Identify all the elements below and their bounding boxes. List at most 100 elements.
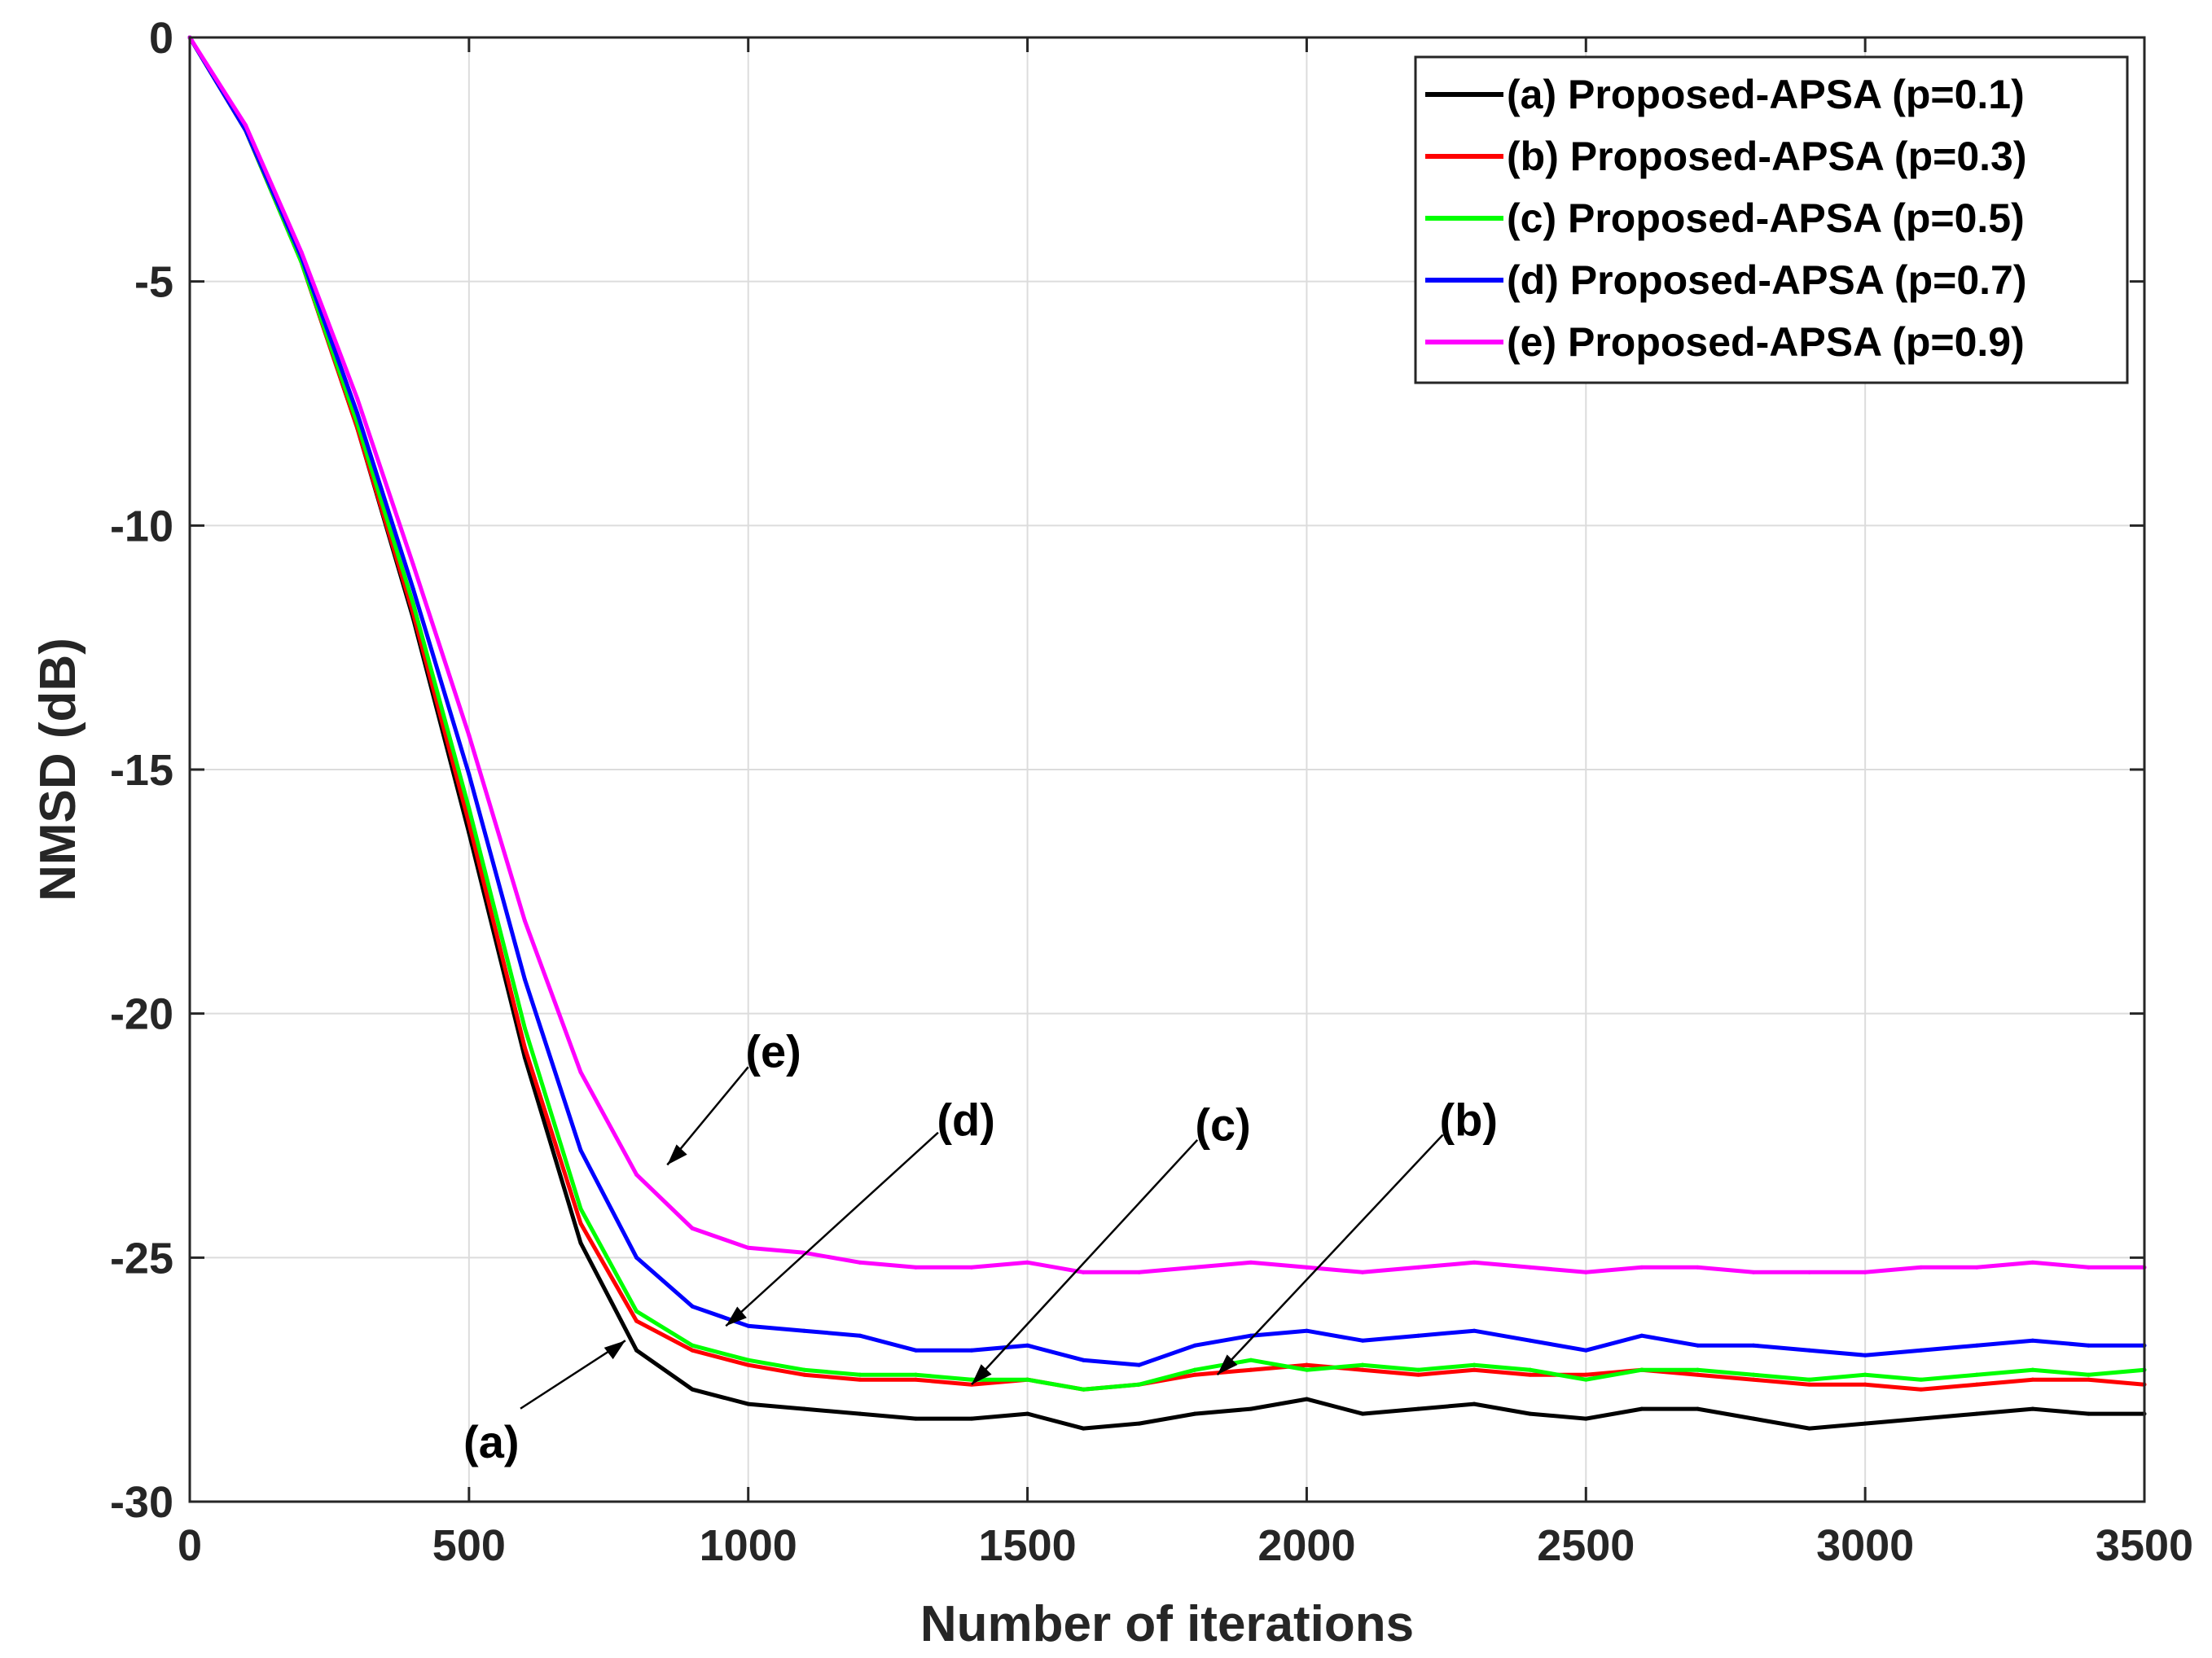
data-point	[1751, 1372, 1756, 1377]
data-point	[1192, 1343, 1197, 1348]
data-point	[2086, 1372, 2091, 1377]
data-point	[913, 1348, 918, 1353]
data-point	[1137, 1362, 1142, 1367]
legend-box	[1414, 55, 2129, 384]
data-point	[410, 601, 415, 606]
annotation-arrowhead	[1217, 1354, 1238, 1375]
data-point	[913, 1265, 918, 1270]
x-tick-label: 500	[432, 1521, 506, 1570]
data-point	[522, 977, 527, 982]
data-point	[913, 1372, 918, 1377]
data-point	[746, 1401, 751, 1406]
data-point	[522, 919, 527, 923]
data-point	[1192, 1372, 1197, 1377]
data-point	[690, 1387, 695, 1392]
data-point	[1974, 1343, 1979, 1348]
data-point	[1695, 1367, 1700, 1372]
data-point	[1695, 1372, 1700, 1377]
y-axis-title: NMSD (dB)	[30, 638, 86, 901]
series-line-1	[187, 36, 2144, 1431]
data-point	[858, 1333, 862, 1338]
data-point	[1472, 1367, 1477, 1372]
legend: (a) Proposed-APSA (p=0.1) (b) Proposed-AP…	[1414, 55, 2129, 384]
data-point	[1919, 1416, 1924, 1421]
data-point	[1304, 1328, 1309, 1333]
data-point	[1416, 1333, 1421, 1338]
axes	[188, 36, 2146, 1503]
legend-label: (b) Proposed-APSA (p=0.3)	[1507, 134, 2026, 179]
annotation-arrowhead	[667, 1144, 687, 1165]
data-point	[801, 1372, 806, 1377]
data-point	[355, 397, 360, 401]
data-point	[522, 1046, 527, 1051]
data-point	[1472, 1401, 1477, 1406]
data-point	[1025, 1411, 1030, 1416]
x-tick-label: 0	[178, 1521, 202, 1570]
annotations: (a) (b) (c) (d) (e)	[463, 1026, 1498, 1467]
legend-label: (c) Proposed-APSA (p=0.5)	[1507, 195, 2025, 241]
y-tick-label: 0	[149, 14, 173, 63]
data-point	[1025, 1343, 1030, 1348]
y-tick-label: -15	[110, 746, 173, 795]
data-point	[1919, 1377, 1924, 1382]
data-point	[1192, 1411, 1197, 1416]
tick-labels: 0 500 1000 1500 2000 2500 3000 3500 0 -5 -10 -15 -20…	[110, 14, 2193, 1570]
data-point	[634, 1255, 639, 1260]
annotation-arrowhead	[726, 1306, 747, 1327]
y-tick-label: -25	[110, 1234, 173, 1283]
series-lines	[187, 35, 2147, 1431]
data-point	[2030, 1367, 2035, 1372]
data-point	[969, 1348, 974, 1353]
data-point	[690, 1226, 695, 1230]
data-point	[634, 1348, 639, 1353]
data-point	[1304, 1265, 1309, 1270]
data-point	[1974, 1411, 1979, 1416]
data-point	[1751, 1270, 1756, 1274]
data-point	[355, 410, 360, 415]
data-point	[1583, 1377, 1588, 1382]
data-point	[522, 1026, 527, 1031]
data-point	[578, 1147, 583, 1152]
data-point	[1695, 1406, 1700, 1411]
data-point	[1025, 1260, 1030, 1265]
data-point	[1863, 1353, 1867, 1358]
annotation-label: (b)	[1440, 1094, 1499, 1146]
data-point	[1639, 1265, 1644, 1270]
data-point	[1751, 1343, 1756, 1348]
annotation-arrowhead	[972, 1364, 992, 1385]
data-point	[690, 1304, 695, 1309]
data-point	[1974, 1372, 1979, 1377]
data-point	[2086, 1343, 2091, 1348]
data-point	[2086, 1411, 2091, 1416]
legend-label: (a) Proposed-APSA (p=0.1)	[1507, 72, 2025, 117]
data-point	[1192, 1367, 1197, 1372]
series-line-2	[187, 36, 2145, 1392]
data-point	[1695, 1265, 1700, 1270]
data-point	[858, 1372, 862, 1377]
data-point	[1751, 1416, 1756, 1421]
data-point	[1472, 1362, 1477, 1367]
data-point	[1528, 1411, 1533, 1416]
data-point	[1416, 1372, 1421, 1377]
data-point	[1974, 1265, 1979, 1270]
data-point	[1807, 1270, 1812, 1274]
data-point	[1249, 1406, 1253, 1411]
x-tick-label: 2500	[1537, 1521, 1635, 1570]
annotation-arrow	[725, 1131, 939, 1327]
data-point	[1583, 1348, 1588, 1353]
data-point	[801, 1367, 806, 1372]
data-point	[1416, 1367, 1421, 1372]
data-point	[858, 1260, 862, 1265]
data-point	[578, 1240, 583, 1245]
data-point	[1528, 1265, 1533, 1270]
y-tick-label: -20	[110, 990, 173, 1039]
data-point	[1639, 1333, 1644, 1338]
data-point	[2030, 1406, 2035, 1411]
data-point	[1751, 1377, 1756, 1382]
data-point	[1807, 1382, 1812, 1387]
data-point	[1137, 1421, 1142, 1426]
data-point	[634, 1309, 639, 1314]
data-point	[1416, 1265, 1421, 1270]
data-point	[746, 1323, 751, 1328]
x-tick-label: 1500	[979, 1521, 1077, 1570]
